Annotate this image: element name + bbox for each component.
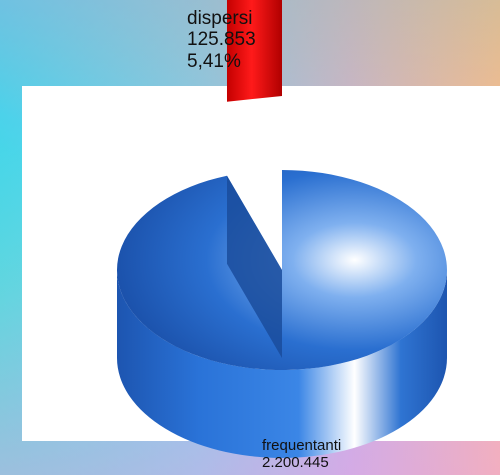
big-slice-inner-face — [226, 175, 282, 358]
slice-value: 125.853 — [187, 29, 256, 51]
slice-label-frequentanti: frequentanti 2.200.445 — [262, 437, 341, 472]
slice-value: 2.200.445 — [262, 454, 329, 472]
slice-label-dispersi: dispersi 125.853 5,41% — [187, 8, 256, 72]
small-slice-side — [226, 0, 282, 102]
big-slice-side — [117, 270, 447, 458]
slice-name: dispersi — [187, 8, 253, 29]
big-slice-top — [117, 170, 448, 370]
slice-percent: 5,41% — [187, 50, 241, 72]
slice-name: frequentanti — [262, 437, 342, 454]
